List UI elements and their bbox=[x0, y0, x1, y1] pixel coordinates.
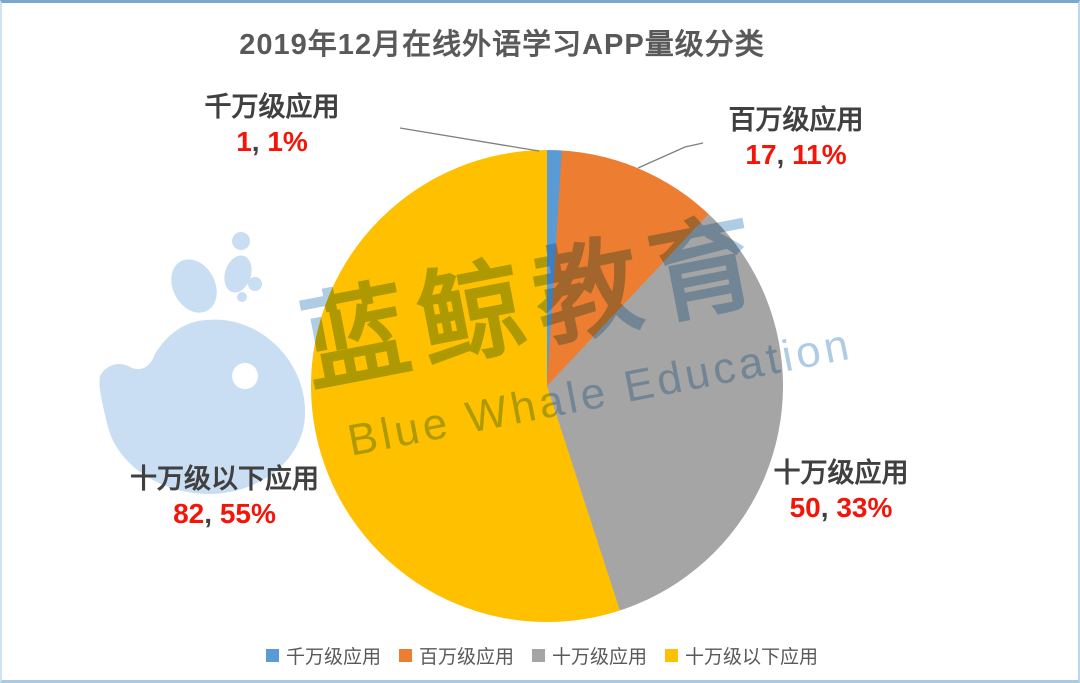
legend-item-shiwanji-yixia: 十万级以下应用 bbox=[665, 642, 818, 669]
pie-label-name: 千万级应用 bbox=[204, 92, 340, 122]
legend-swatch-gray bbox=[532, 649, 545, 662]
legend-item-qianwanji: 千万级应用 bbox=[265, 642, 381, 669]
chart-legend: 千万级应用 百万级应用 十万级应用 十万级以下应用 bbox=[2, 642, 1078, 669]
pie-label-name: 十万级应用 bbox=[773, 458, 909, 488]
chart-title: 2019年12月在线外语学习APP量级分类 bbox=[239, 29, 765, 61]
pie-label-value: 1, 1% bbox=[236, 126, 308, 157]
pie-label-value: 17, 11% bbox=[745, 139, 847, 170]
legend-swatch-blue bbox=[265, 649, 279, 662]
pie-label-shiwanji-yixia: 十万级以下应用 82, 55% bbox=[102, 463, 347, 531]
legend-label: 十万级应用 bbox=[552, 647, 648, 668]
leader-line-baiwanji bbox=[637, 142, 704, 169]
legend-item-baiwanji: 百万级应用 bbox=[398, 642, 514, 669]
pie-chart bbox=[311, 150, 783, 622]
leader-lines bbox=[399, 127, 704, 169]
legend-label: 十万级以下应用 bbox=[685, 647, 819, 668]
legend-item-shiwanji: 十万级应用 bbox=[532, 642, 647, 669]
pie-label-name: 十万级以下应用 bbox=[130, 464, 319, 494]
whale-eye bbox=[232, 363, 258, 389]
legend-swatch-yellow bbox=[665, 649, 679, 662]
legend-swatch-orange bbox=[398, 649, 412, 662]
pie-label-baiwanji: 百万级应用 17, 11% bbox=[676, 104, 916, 172]
leader-line-qianwanji bbox=[399, 127, 540, 152]
legend-label: 百万级应用 bbox=[418, 647, 514, 668]
pie-label-value: 82, 55% bbox=[173, 498, 276, 529]
legend-label: 千万级应用 bbox=[285, 647, 381, 668]
pie-label-name: 百万级应用 bbox=[728, 105, 864, 135]
pie-label-value: 50, 33% bbox=[789, 492, 893, 523]
pie-label-qianwanji: 千万级应用 1, 1% bbox=[152, 91, 392, 159]
pie-label-shiwanji: 十万级应用 50, 33% bbox=[721, 457, 961, 525]
blue-whale-logo-icon bbox=[99, 232, 306, 494]
